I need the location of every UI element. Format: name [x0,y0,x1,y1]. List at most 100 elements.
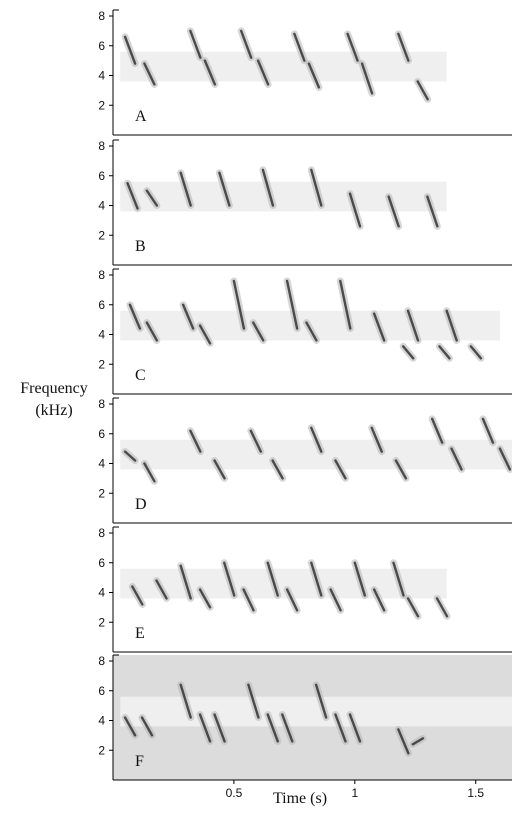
syllable [261,168,275,207]
y-tick-label: 6 [98,427,105,441]
syllable [411,737,425,746]
syllable [271,459,284,480]
syllable [469,345,483,360]
panel-a: 2 4 6 8 A [98,9,512,136]
y-axis-label-line2: (kHz) [35,402,73,419]
syllable [394,459,408,480]
panel-label: A [135,108,147,125]
syllable [397,728,410,755]
syllable [406,597,420,618]
syllable [310,168,323,207]
syllable [179,171,192,207]
syllable [223,561,236,597]
panel-c: 2 4 6 8 C [98,268,512,395]
y-tick-label: 4 [98,69,105,83]
ambient-band [120,696,512,727]
syllable [126,181,139,210]
syllable [266,713,279,743]
syllable [203,59,217,86]
syllable [242,588,255,612]
panel-e: 2 4 6 8 E [98,526,512,653]
syllable [179,564,192,600]
syllable [346,32,359,62]
y-tick-label: 8 [98,397,105,411]
syllable [143,462,156,483]
syllable [310,561,323,597]
panel-label: F [135,753,144,770]
ambient-band [120,568,447,599]
syllable [370,426,383,453]
y-tick-label: 2 [98,98,105,112]
panel-label: C [135,367,146,384]
y-tick-label: 8 [98,9,105,23]
syllable [239,29,253,59]
y-tick-label: 4 [98,714,105,728]
syllable [445,309,458,342]
syllable [438,345,451,360]
y-tick-label: 8 [98,526,105,540]
syllable [145,189,159,207]
syllable [189,29,202,59]
y-tick-label: 8 [98,268,105,282]
y-tick-label: 6 [98,556,105,570]
syllable [131,585,144,606]
syllable [481,417,495,444]
syllable [416,80,429,101]
x-tick-label: 1.5 [467,786,484,800]
y-tick-label: 2 [98,357,105,371]
y-tick-label: 8 [98,139,105,153]
y-tick-label: 2 [98,228,105,242]
syllable [285,588,299,612]
y-tick-label: 2 [98,743,105,757]
syllable [310,426,323,453]
y-tick-label: 4 [98,328,105,342]
syllable [334,713,347,743]
panel-label: E [135,625,145,642]
syllable [401,345,415,360]
ambient-band [120,181,447,212]
y-tick-label: 2 [98,615,105,629]
syllable [249,429,263,453]
syllable [232,279,246,330]
syllable [348,192,362,228]
syllable [450,447,463,471]
y-tick-label: 6 [98,39,105,53]
syllable [123,35,137,65]
y-axis-label-line1: Frequency [20,380,88,397]
syllable [198,324,212,345]
panel-b: 2 4 6 8 B [98,139,512,266]
x-tick-label: 1 [351,786,358,800]
syllable [143,62,156,86]
panel-label: B [135,238,146,255]
ambient-band [120,51,447,82]
syllable [406,309,420,342]
syllable [128,303,142,330]
syllable [145,321,159,342]
syllable [305,321,318,342]
syllable [155,579,168,600]
syllable [213,459,226,480]
syllable [266,561,279,597]
panel-f: 2 4 6 8 F [98,654,512,781]
y-tick-label: 4 [98,457,105,471]
syllable [198,588,212,609]
y-tick-label: 4 [98,586,105,600]
syllable [426,195,439,228]
syllable [123,716,137,737]
syllable [123,450,137,462]
syllable [339,279,352,330]
syllable [247,683,260,719]
syllable [198,713,212,743]
syllable [431,417,444,444]
syllable [285,279,299,330]
y-tick-label: 6 [98,298,105,312]
syllable [189,429,202,453]
syllable [181,303,195,330]
syllable [372,588,386,612]
syllable [179,683,192,719]
panel-d: 2 4 6 8 D [98,397,512,524]
y-tick-label: 2 [98,486,105,500]
syllable [252,321,265,342]
syllable [360,62,374,95]
